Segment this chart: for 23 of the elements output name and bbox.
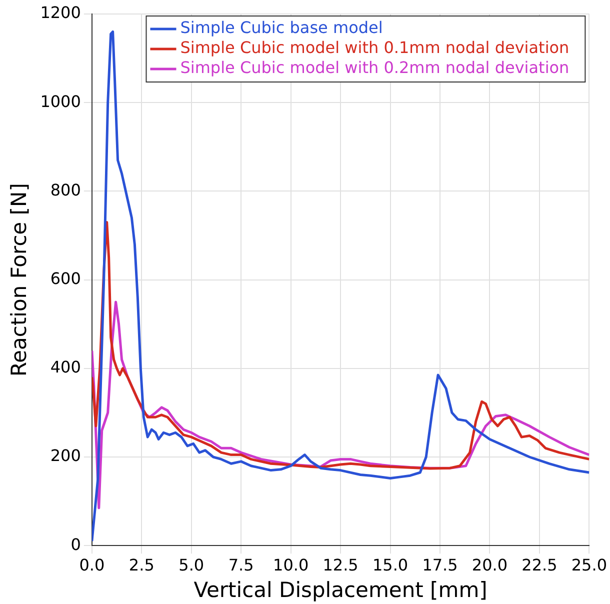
- x-tick-label: 25.0: [571, 555, 607, 574]
- x-tick-label: 7.5: [228, 555, 254, 574]
- x-axis-title: Vertical Displacement [mm]: [194, 578, 488, 602]
- x-tick-label: 0.0: [79, 555, 105, 574]
- y-tick-label: 800: [50, 180, 81, 200]
- y-tick-label: 1000: [40, 92, 81, 111]
- y-tick-label: 1200: [40, 3, 81, 22]
- legend-label: Simple Cubic model with 0.2mm nodal deviation: [180, 58, 570, 78]
- x-tick-label: 2.5: [128, 555, 154, 574]
- y-tick-label: 200: [50, 446, 81, 466]
- x-tick-label: 22.5: [522, 555, 558, 574]
- x-tick-label: 15.0: [372, 555, 408, 574]
- legend-label: Simple Cubic base model: [180, 18, 383, 38]
- x-tick-label: 20.0: [472, 555, 508, 574]
- x-tick-label: 12.5: [322, 555, 358, 574]
- x-tick-label: 17.5: [422, 555, 458, 574]
- y-tick-label: 600: [50, 268, 81, 288]
- y-tick-label: 400: [50, 358, 81, 377]
- legend-label: Simple Cubic model with 0.1mm nodal deviation: [180, 38, 570, 58]
- y-axis-title: Reaction Force [N]: [7, 183, 32, 377]
- y-tick-label: 0: [70, 534, 81, 554]
- x-tick-label: 10.0: [273, 555, 309, 574]
- x-tick-label: 5.0: [178, 555, 204, 574]
